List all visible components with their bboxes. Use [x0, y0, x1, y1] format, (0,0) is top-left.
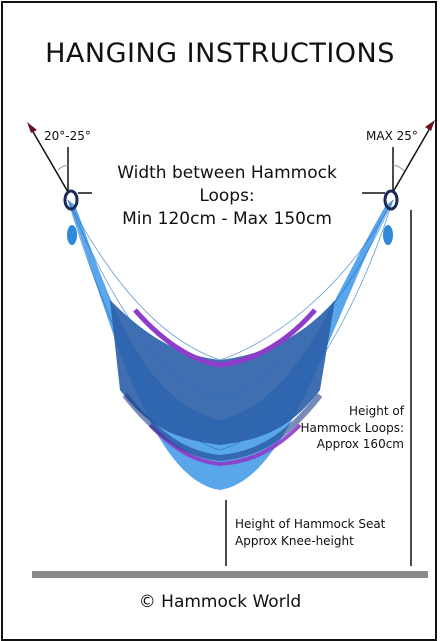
loops-height-line2: Hammock Loops:	[300, 420, 404, 435]
hammock-net	[67, 199, 394, 490]
loops-height-line1: Height of	[348, 404, 404, 418]
left-angle-guide	[27, 122, 69, 193]
width-label-line2: Min 120cm - Max 150cm	[122, 209, 332, 229]
width-label-line1: Width between Hammock Loops:	[117, 163, 337, 206]
seat-height-line1: Height of Hammock Seat	[235, 517, 386, 531]
loops-height-line3: Approx 160cm	[316, 437, 404, 451]
copyright-text: © Hammock World	[138, 592, 302, 612]
left-hammock-loop	[63, 189, 79, 211]
width-label: Width between Hammock Loops: Min 120cm -…	[92, 162, 362, 231]
right-hammock-loop	[383, 189, 399, 211]
loops-height-label: Height of Hammock Loops: Approx 160cm	[300, 403, 404, 453]
left-angle-label: 20°-25°	[44, 129, 91, 143]
page-title: HANGING INSTRUCTIONS	[45, 38, 395, 69]
right-angle-guide	[392, 120, 435, 193]
seat-height-line2: Approx Knee-height	[235, 533, 354, 548]
right-angle-label: MAX 25°	[366, 129, 418, 143]
floor-bar	[32, 571, 428, 578]
seat-height-label: Height of Hammock Seat Approx Knee-heigh…	[235, 516, 385, 549]
